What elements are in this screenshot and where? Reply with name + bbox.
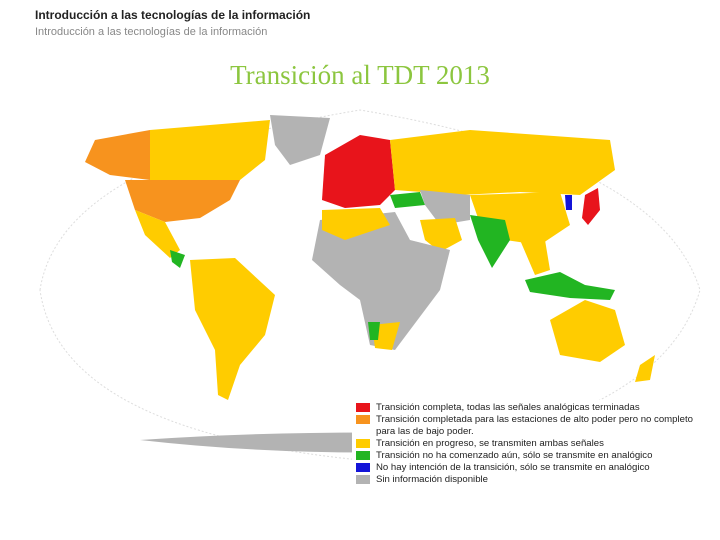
north-africa — [322, 208, 390, 240]
japan — [582, 188, 600, 225]
slide-title: Transición al TDT 2013 — [230, 60, 490, 90]
legend-label: Transición completa, todas las señales a… — [376, 402, 640, 413]
middle-east — [420, 218, 462, 252]
legend-item: Transición en progreso, se transmiten am… — [356, 438, 694, 450]
central-asia — [420, 190, 470, 225]
legend-item: Transición no ha comenzado aún, sólo se … — [356, 450, 694, 462]
legend-item: Transición completada para las estacione… — [356, 414, 694, 438]
turkey — [390, 192, 425, 208]
header-title: Introducción a las tecnologías de la inf… — [35, 8, 311, 22]
header-subtitle: Introducción a las tecnologías de la inf… — [35, 26, 268, 38]
russia — [390, 130, 615, 195]
legend-label: Transición en progreso, se transmiten am… — [376, 438, 604, 449]
legend-swatch — [356, 439, 370, 448]
indonesia — [525, 272, 615, 300]
legend-item: No hay intención de la transición, sólo … — [356, 462, 694, 474]
legend-item: Transición completa, todas las señales a… — [356, 402, 694, 414]
korea — [565, 195, 572, 210]
legend-label: Transición no ha comenzado aún, sólo se … — [376, 450, 653, 461]
legend: Transición completa, todas las señales a… — [352, 400, 698, 488]
southeast-asia — [520, 240, 550, 275]
usa — [125, 180, 240, 222]
europe — [322, 135, 395, 208]
legend-item: Sin información disponible — [356, 474, 694, 486]
canada — [150, 120, 270, 180]
india — [470, 215, 510, 268]
legend-swatch — [356, 415, 370, 424]
south-america — [190, 258, 275, 400]
legend-swatch — [356, 403, 370, 412]
central-america — [170, 250, 185, 268]
legend-label: No hay intención de la transición, sólo … — [376, 462, 650, 473]
angola — [368, 322, 380, 340]
greenland — [270, 115, 330, 165]
australia — [550, 300, 625, 362]
legend-label: Transición completada para las estacione… — [376, 414, 693, 437]
new-zealand — [635, 355, 655, 382]
africa — [312, 212, 450, 350]
mexico — [135, 210, 180, 258]
legend-swatch — [356, 451, 370, 460]
alaska — [85, 130, 150, 180]
legend-swatch — [356, 475, 370, 484]
legend-swatch — [356, 463, 370, 472]
legend-label: Sin información disponible — [376, 474, 488, 485]
